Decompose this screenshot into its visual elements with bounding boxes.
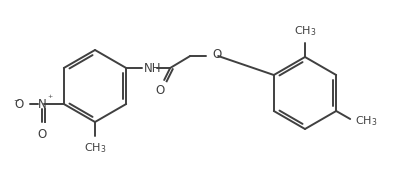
Text: CH$_3$: CH$_3$ [84, 141, 106, 155]
Text: O: O [15, 97, 24, 110]
Text: O: O [212, 49, 221, 62]
Text: N: N [38, 97, 46, 110]
Text: $^-$: $^-$ [12, 98, 21, 108]
Text: CH$_3$: CH$_3$ [355, 114, 377, 128]
Text: O: O [37, 128, 46, 141]
Text: O: O [156, 84, 165, 97]
Text: CH$_3$: CH$_3$ [294, 24, 316, 38]
Text: NH: NH [144, 62, 162, 75]
Text: $^+$: $^+$ [46, 94, 54, 102]
